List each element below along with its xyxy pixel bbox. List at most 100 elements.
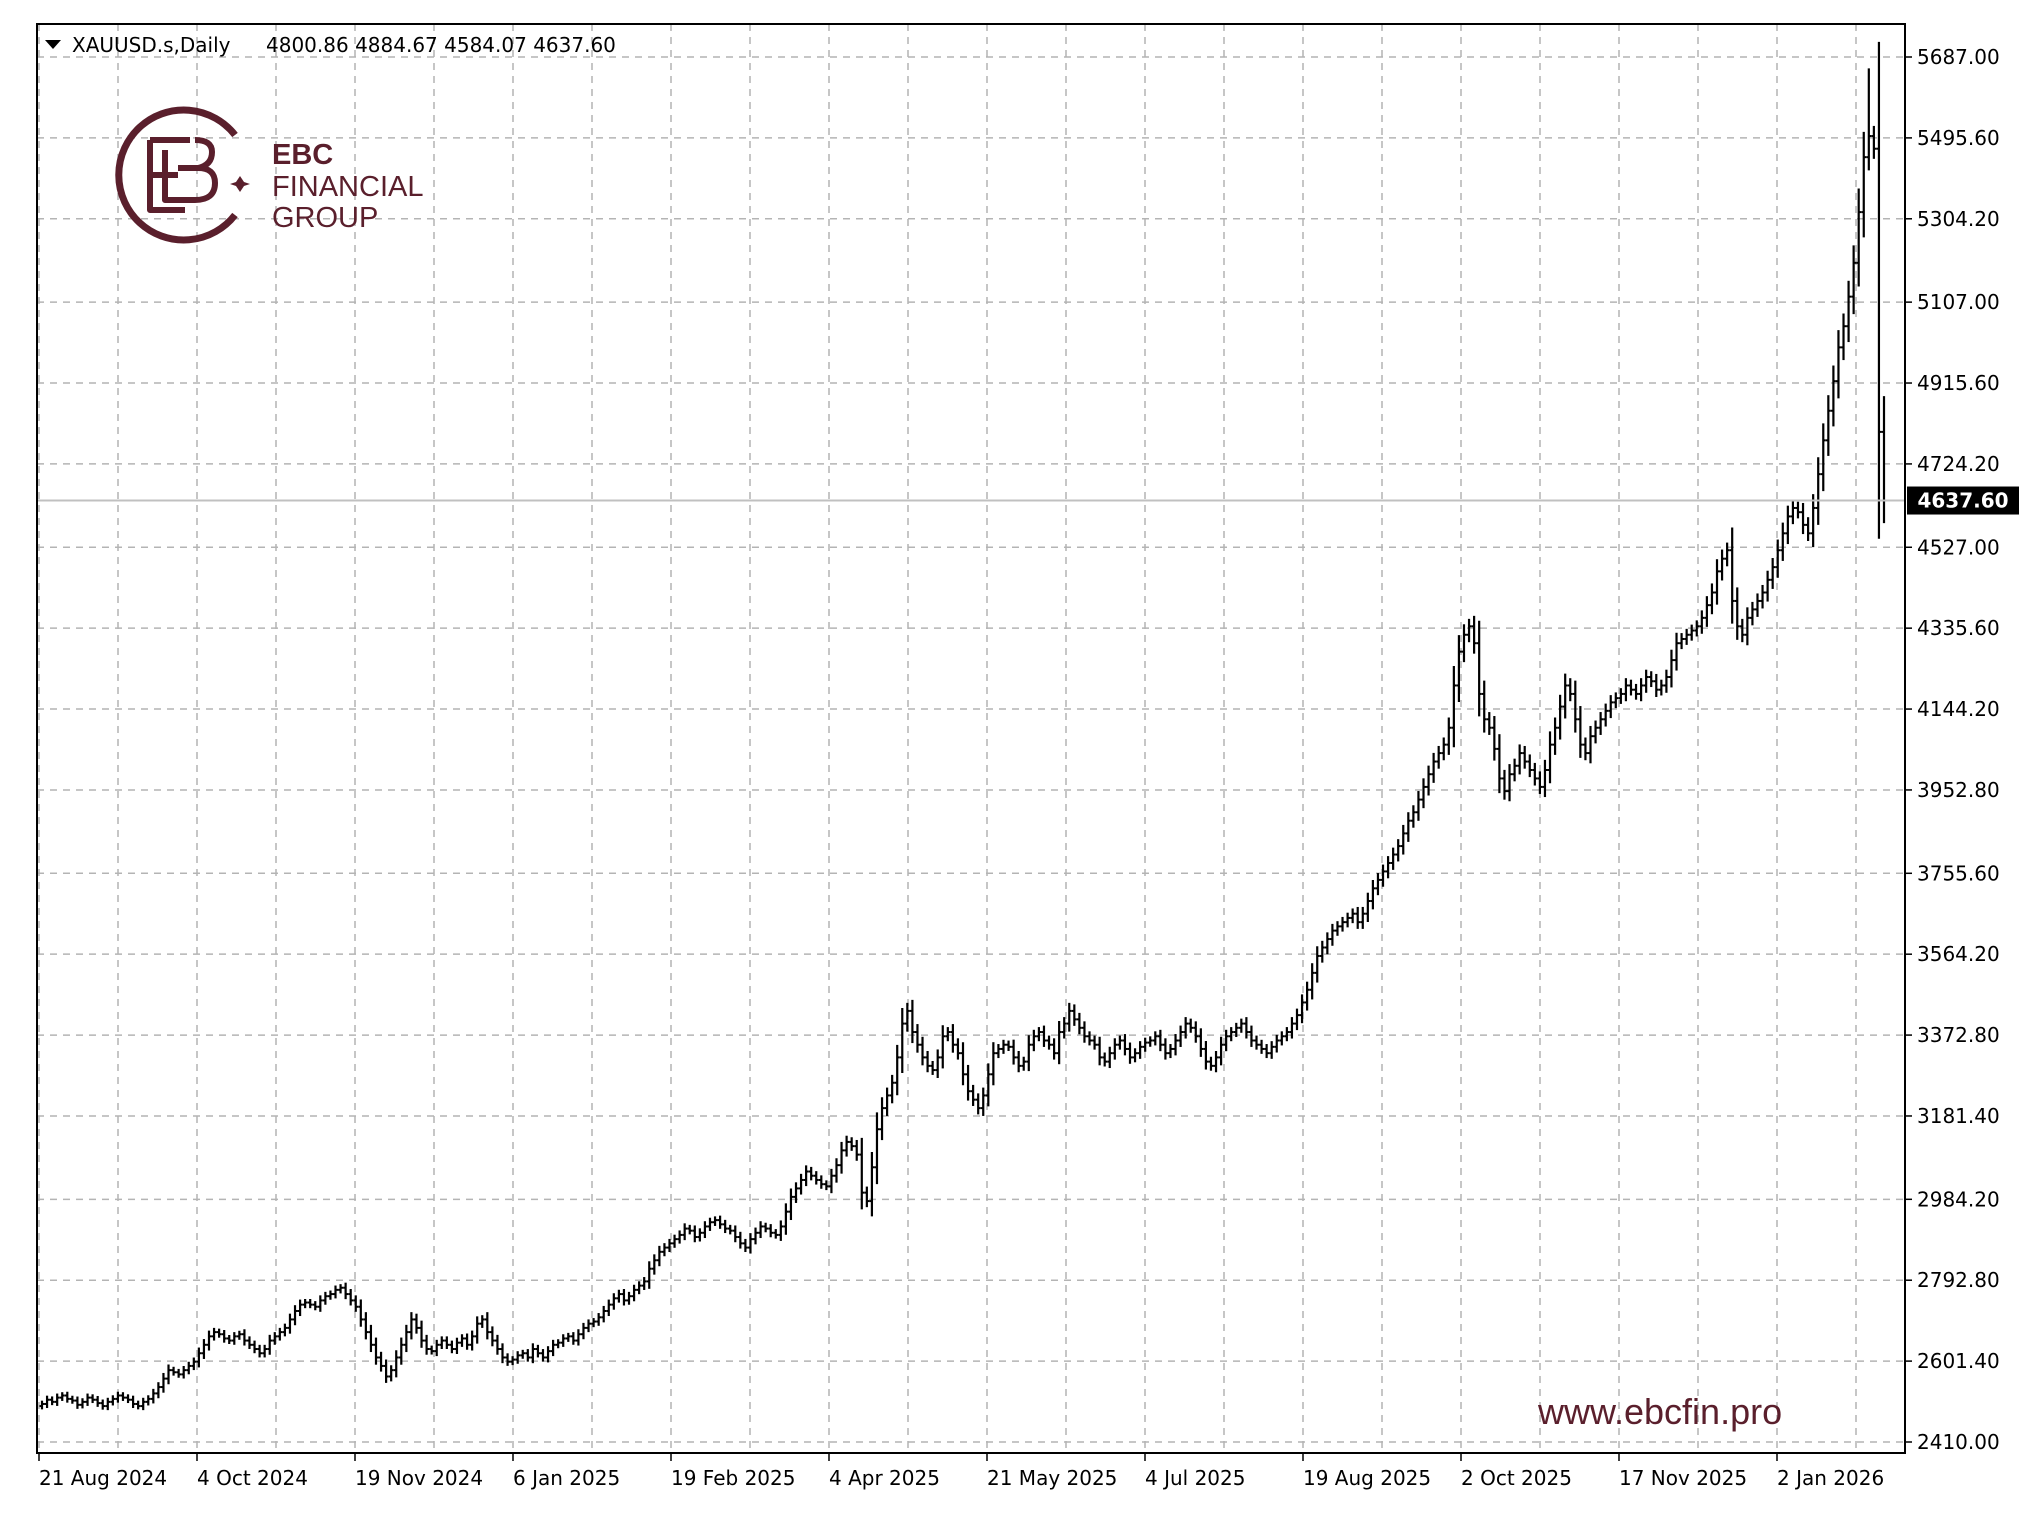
ohlc-bar [1820, 423, 1826, 492]
ohlc-bar [879, 1097, 885, 1141]
ohlc-bar [601, 1305, 607, 1323]
ohlc-bar [1137, 1041, 1143, 1059]
ohlc-bar [823, 1180, 829, 1191]
ohlc-bar [1775, 539, 1781, 578]
price-axis[interactable]: 5687.00 5495.60 5304.20 5107.00 4915.60 4724.… [1905, 45, 2000, 1454]
ohlc-bar [1623, 678, 1629, 702]
ohlc-bar [307, 1298, 313, 1309]
current-price-value: 4637.60 [1917, 489, 2008, 513]
ohlc-bar [899, 1007, 905, 1074]
ohlc-bar [272, 1332, 278, 1345]
ohlc-bar [1765, 570, 1771, 602]
symbol-header[interactable]: XAUUSD.s,Daily 4800.86 4884.67 4584.07 4… [45, 33, 616, 57]
ohlc-bar [1360, 906, 1366, 929]
ohlc-bar [717, 1215, 723, 1229]
ohlc-bar [889, 1074, 895, 1104]
ohlc-bar [1709, 583, 1715, 615]
ohlc-bar [1618, 688, 1624, 704]
ohlc-bar [560, 1334, 566, 1347]
ohlc-bar [1264, 1044, 1270, 1059]
ohlc-bar [1157, 1029, 1163, 1052]
x-tick-label: 21 May 2025 [987, 1466, 1117, 1490]
current-price-tag: 4637.60 [1907, 486, 2019, 515]
ohlc-bar [429, 1345, 435, 1355]
ohlc-bar [1871, 125, 1877, 159]
ohlc-bar [191, 1357, 197, 1371]
ohlc-bar [1663, 669, 1669, 693]
ohlc-bar [1056, 1021, 1062, 1065]
ohlc-bar [591, 1318, 597, 1328]
ohlc-bar [1228, 1027, 1234, 1042]
ohlc-bar [1000, 1039, 1006, 1054]
ohlc-bar [722, 1219, 728, 1234]
ohlc-bar [1248, 1025, 1254, 1047]
ohlc-bar [606, 1299, 612, 1317]
ohlc-bar [555, 1339, 561, 1349]
ohlc-bar [1269, 1041, 1275, 1059]
ohlc-bar [469, 1330, 475, 1351]
ohlc-bar [155, 1382, 161, 1399]
ohlc-bar [677, 1230, 683, 1244]
ohlc-bar [798, 1173, 804, 1195]
ohlc-bar [1279, 1031, 1285, 1046]
ohlc-bar [1066, 1002, 1072, 1032]
ohlc-bar [1329, 923, 1335, 946]
ebc-logo: EBC FINANCIAL GROUP [115, 106, 423, 244]
ohlc-bar [1304, 981, 1310, 1011]
ohlc-bar [160, 1372, 166, 1393]
ohlc-bar [44, 1395, 50, 1409]
dropdown-triangle-icon[interactable] [45, 40, 61, 49]
ohlc-bar [257, 1344, 263, 1358]
ohlc-bar [398, 1337, 404, 1365]
ohlc-bar [692, 1225, 698, 1243]
ohlc-bar [763, 1222, 769, 1233]
ohlc-bar [1512, 758, 1518, 782]
ohlc-bar [1314, 946, 1320, 983]
ohlc-bar [297, 1299, 303, 1317]
ohlc-bar [1046, 1035, 1052, 1050]
ohlc-bar [343, 1282, 349, 1300]
ohlc-bar [849, 1137, 855, 1151]
ohlc-bar [975, 1093, 981, 1115]
ohlc-bar [1790, 500, 1796, 525]
grid [37, 24, 1905, 1453]
ohlc-bar [697, 1228, 703, 1242]
ohlc-bar [1395, 839, 1401, 862]
ohlc-bar [778, 1220, 784, 1241]
ohlc-bar [1547, 731, 1553, 784]
ohlc-bar [1340, 916, 1346, 932]
ohlc-bar [413, 1313, 419, 1334]
ohlc-bar [1633, 683, 1639, 700]
ohlc-bar [1613, 692, 1619, 709]
ohlc-bar [1876, 41, 1882, 539]
ohlc-bar [1724, 542, 1730, 567]
ohlc-bar [236, 1330, 242, 1340]
ohlc-bar [176, 1368, 182, 1378]
ohlc-bar [1193, 1021, 1199, 1043]
ohlc-bar [171, 1366, 177, 1376]
x-tick-label: 19 Nov 2024 [355, 1466, 483, 1490]
ohlc-bar [970, 1084, 976, 1106]
ohlc-bar [1254, 1035, 1260, 1050]
ohlc-bar [474, 1316, 480, 1344]
ohlc-bar [201, 1339, 207, 1359]
ohlc-bar [1061, 1017, 1067, 1039]
ohlc-bar [636, 1281, 642, 1295]
ohlc-bar [545, 1346, 551, 1363]
ohlc-bar [611, 1293, 617, 1310]
ohlc-bar [277, 1327, 283, 1341]
ohlc-bar [1092, 1035, 1098, 1050]
ohlc-bar [742, 1238, 748, 1253]
time-axis[interactable]: 21 Aug 2024 4 Oct 2024 19 Nov 2024 6 Jan 20… [38, 1453, 1884, 1490]
ohlc-bar [130, 1395, 136, 1409]
ohlc-bar [100, 1399, 106, 1410]
ohlc-bar [1572, 680, 1578, 733]
ohlc-bar [682, 1223, 688, 1241]
ohlc-bar [125, 1394, 131, 1404]
ohlc-bar [1562, 673, 1568, 719]
y-tick-label: 3181.40 [1917, 1104, 2000, 1128]
ohlc-bar [955, 1038, 961, 1060]
x-tick-label: 21 Aug 2024 [39, 1466, 167, 1490]
ohlc-bar [292, 1305, 298, 1326]
ohlc-bar [550, 1339, 556, 1357]
